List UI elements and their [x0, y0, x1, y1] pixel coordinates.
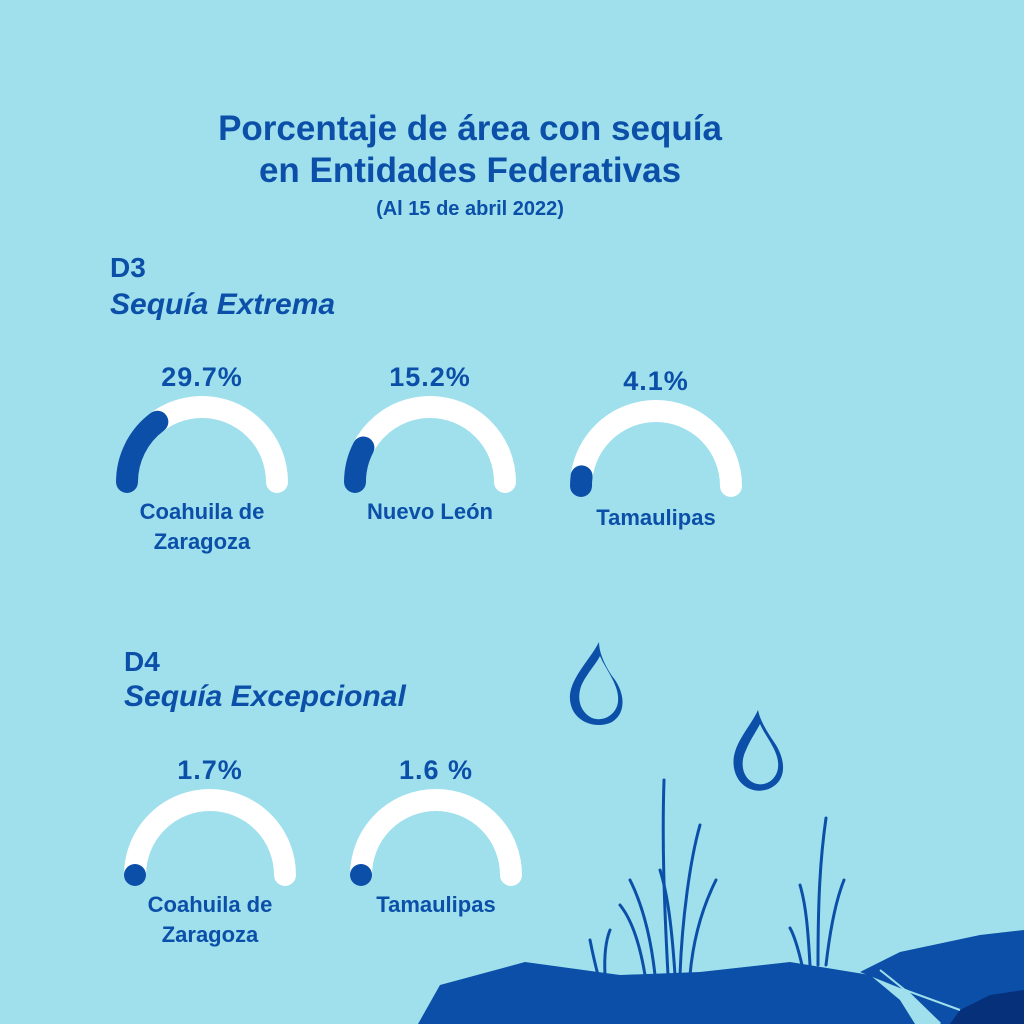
gauge-fill: [344, 436, 375, 493]
gauge-state-label: Tamaulipas: [316, 890, 556, 920]
state-label-line-1: Nuevo León: [367, 499, 493, 524]
gauge-fill: [350, 864, 372, 886]
section-code-d4: D4: [124, 646, 160, 677]
gauge-value-label: 15.2%: [389, 362, 471, 392]
gauge-arc: [124, 789, 296, 886]
gauge-d4-0: 1.7% Coahuila de Zaragoza: [110, 755, 310, 955]
state-label-line-1: Coahuila de: [147, 892, 273, 917]
water-drop-icon: [569, 642, 623, 726]
gauge-state-label: Coahuila de Zaragoza: [90, 890, 330, 950]
title-line-1: Porcentaje de área con sequía: [218, 109, 722, 148]
gauge-state-label: Tamaulipas: [536, 503, 776, 533]
state-label-line-2: Zaragoza: [153, 529, 251, 554]
gauge-value-label: 1.6 %: [398, 755, 474, 785]
gauge-track: [570, 400, 742, 497]
gauge-track: [124, 789, 296, 886]
section-name-d4: Sequía Excepcional: [124, 680, 406, 713]
state-label-line-1: Tamaulipas: [376, 892, 496, 917]
gauge-state-label: Coahuila de Zaragoza: [82, 497, 322, 557]
gauge-arc: [344, 396, 516, 493]
gauge-value-label: 29.7%: [161, 362, 243, 392]
gauge-d3-1: 15.2% Nuevo León: [330, 362, 530, 562]
state-label-line-1: Coahuila de: [139, 499, 265, 524]
chart-title: Porcentaje de área con sequía en Entidad…: [160, 108, 780, 192]
state-label-line-2: Zaragoza: [161, 922, 259, 947]
gauge-track: [350, 789, 522, 886]
gauge-value-label: 1.7%: [177, 755, 243, 785]
section-code-d3: D3: [110, 252, 146, 283]
gauge-arc: [116, 396, 288, 493]
section-name-d3: Sequía Extrema: [110, 288, 336, 321]
gauge-arc: [350, 789, 522, 886]
title-line-2: en Entidades Federativas: [258, 151, 682, 190]
gauge-d4-1: 1.6 % Tamaulipas: [336, 755, 536, 955]
gauge-fill: [569, 465, 593, 497]
gauge-d3-0: 29.7% Coahuila de Zaragoza: [102, 362, 302, 562]
chart-subtitle: (Al 15 de abril 2022): [376, 198, 564, 220]
state-label-line-1: Tamaulipas: [596, 505, 716, 530]
gauge-value-label: 4.1%: [623, 366, 689, 396]
gauge-track: [344, 396, 516, 493]
gauge-state-label: Nuevo León: [310, 497, 550, 527]
grass-decoration: [588, 778, 846, 977]
water-drop-icon: [733, 710, 784, 791]
gauge-fill: [116, 410, 169, 493]
gauge-fill: [124, 864, 146, 886]
gauge-d3-2: 4.1% Tamaulipas: [556, 366, 756, 566]
gauge-arc: [569, 400, 742, 497]
